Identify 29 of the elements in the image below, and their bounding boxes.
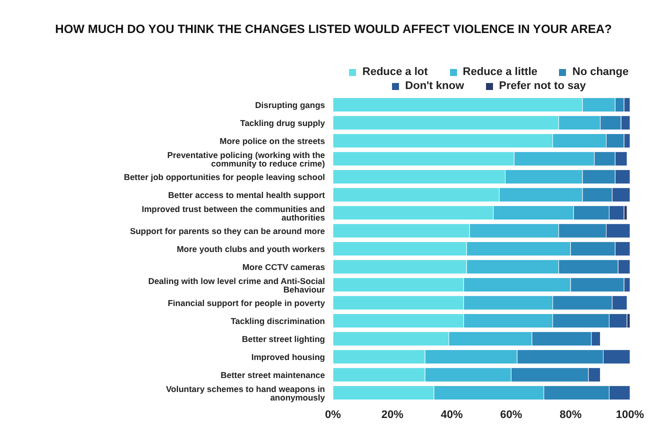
- y-tick-label: Voluntary schemes to hand weapons in anonymously: [166, 384, 326, 402]
- y-tick-label: Tackling drug supply: [240, 118, 326, 128]
- legend-label: Prefer not to say: [498, 80, 586, 92]
- y-tick-label: Disrupting gangs: [255, 100, 326, 110]
- x-tick-label: 0%: [325, 408, 342, 421]
- y-tick-label: Better street maintenance: [220, 370, 326, 380]
- y-tick-label: Improved trust between the communities and authorities: [142, 204, 326, 222]
- x-tick-label: 40%: [440, 408, 464, 421]
- y-tick-label: Better job opportunities for people leaving school: [124, 172, 325, 182]
- chart-title: HOW MUCH DO YOU THINK THE CHANGES LISTED WOULD AFFECT VIOLENCE IN YOUR AREA?: [54, 22, 613, 36]
- y-tick-label: More CCTV cameras: [242, 262, 326, 272]
- x-tick-label: 20%: [381, 408, 404, 421]
- legend-label: Don't know: [404, 80, 464, 92]
- y-tick-label: Financial support for people in poverty: [168, 298, 326, 308]
- legend-label: Reduce a little: [462, 66, 538, 78]
- series-label: Reduce a lot: [361, 66, 428, 78]
- y-tick-label: Tackling discrimination: [230, 316, 325, 326]
- y-tick-label: Better street lighting: [242, 334, 325, 344]
- y-tick-label: Preventative policing (working with the community to reduce crime): [167, 150, 326, 168]
- y-tick-label: Support for parents so they can be around more: [130, 226, 326, 236]
- y-tick-label: Better access to mental health support: [168, 190, 326, 200]
- y-tick-label: More police on the streets: [220, 136, 326, 146]
- x-tick-label: 60%: [500, 408, 522, 421]
- y-tick-label: Improved housing: [251, 352, 325, 362]
- x-tick-label: 100%: [616, 408, 644, 421]
- y-tick-label: More youth clubs and youth workers: [176, 244, 326, 254]
- x-tick-label: 80%: [560, 408, 582, 421]
- legend-label: No change: [571, 66, 629, 78]
- y-tick-label: Dealing with low level crime and Anti-Social Behaviour: [148, 276, 326, 294]
